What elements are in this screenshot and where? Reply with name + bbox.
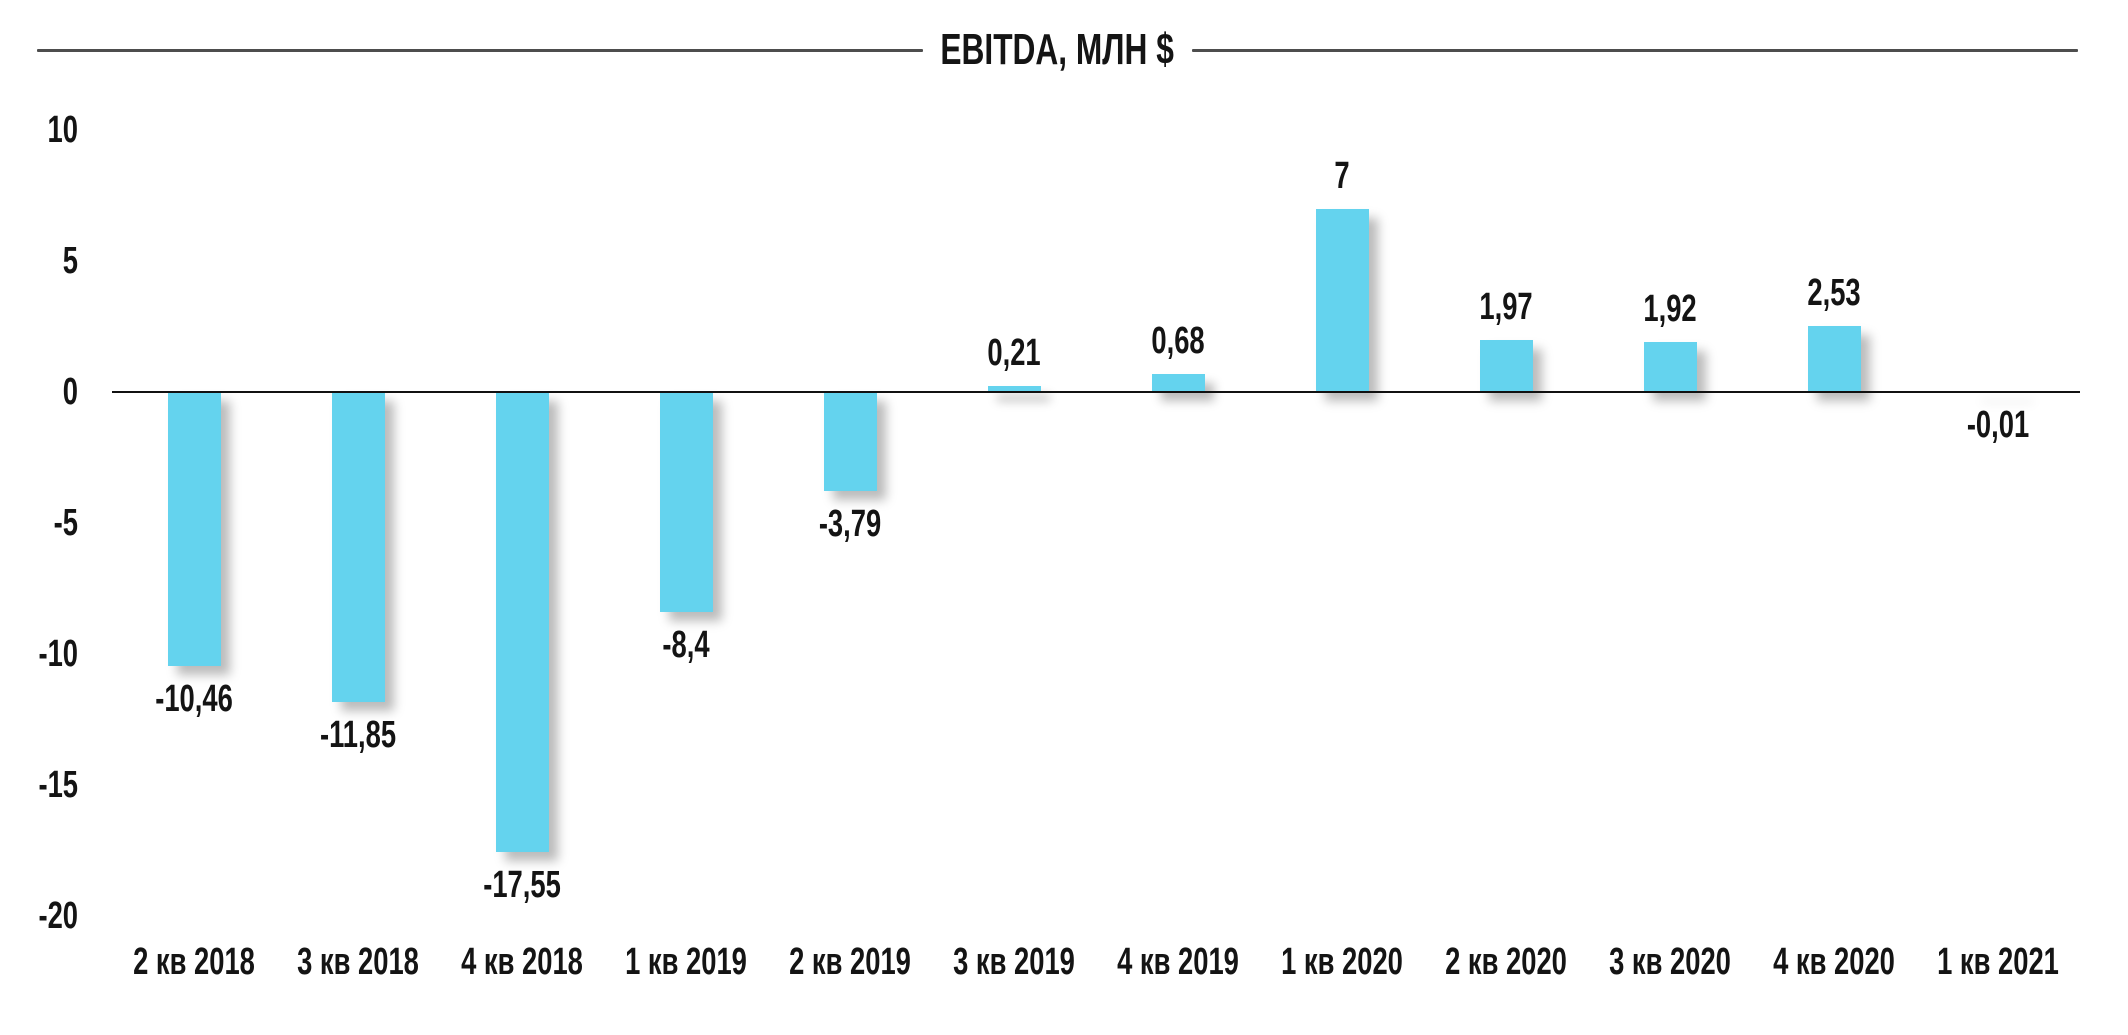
- chart-title: EBITDA, МЛН $: [940, 25, 1175, 74]
- x-tick-label: 2 кв 2020: [1445, 941, 1567, 983]
- chart-bar: [1151, 374, 1205, 392]
- y-tick-label: -15: [38, 764, 78, 806]
- bar-value-label: 0,68: [1151, 320, 1205, 363]
- x-tick-label: 2 кв 2018: [133, 941, 255, 983]
- bar-value-label: 7: [1334, 154, 1350, 197]
- x-tick-label: 4 кв 2019: [1117, 941, 1239, 983]
- chart-bar: [167, 392, 221, 667]
- chart-title-row: EBITDA, МЛН $: [37, 25, 2078, 75]
- bar-value-label: -17,55: [483, 863, 561, 906]
- y-tick-label: 10: [47, 109, 78, 151]
- title-rule-right: [1192, 48, 2078, 52]
- chart-title-wrap: EBITDA, МЛН $: [941, 25, 1174, 75]
- x-tick-label: 3 кв 2019: [953, 941, 1075, 983]
- chart-bar: [659, 392, 713, 613]
- bar-value-label: 2,53: [1807, 271, 1861, 314]
- chart-bar: [495, 392, 549, 852]
- bar-value-label: -3,79: [818, 503, 882, 546]
- x-tick-label: 4 кв 2020: [1773, 941, 1895, 983]
- y-tick-label: 0: [62, 371, 78, 413]
- x-tick-label: 4 кв 2018: [461, 941, 583, 983]
- chart-bar: [987, 386, 1041, 392]
- chart-bar: [1643, 341, 1697, 392]
- chart-bar: [823, 392, 877, 492]
- bar-value-label: 1,97: [1479, 286, 1533, 329]
- bar-value-label: 0,21: [987, 332, 1041, 375]
- x-tick-label: 1 кв 2019: [625, 941, 747, 983]
- bar-value-label: -11,85: [319, 714, 397, 757]
- x-tick-label: 3 кв 2018: [297, 941, 419, 983]
- chart-bar: [1479, 340, 1533, 392]
- bar-value-label: -10,46: [155, 678, 233, 721]
- x-tick-label: 1 кв 2020: [1281, 941, 1403, 983]
- chart-bar: [1807, 325, 1861, 392]
- y-tick-label: -10: [38, 633, 78, 675]
- chart-bar: [331, 392, 385, 703]
- title-rule-left: [37, 48, 923, 52]
- x-tick-label: 3 кв 2020: [1609, 941, 1731, 983]
- chart-bar: [1315, 208, 1369, 392]
- y-tick-label: 5: [62, 240, 78, 282]
- y-tick-label: -5: [53, 502, 78, 544]
- y-tick-label: -20: [38, 895, 78, 937]
- x-tick-label: 1 кв 2021: [1937, 941, 2059, 983]
- bar-value-label: -8,4: [662, 624, 710, 667]
- x-tick-label: 2 кв 2019: [789, 941, 911, 983]
- bar-value-label: -0,01: [1966, 404, 2030, 447]
- x-axis-line: [112, 390, 2080, 393]
- bar-value-label: 1,92: [1643, 287, 1697, 330]
